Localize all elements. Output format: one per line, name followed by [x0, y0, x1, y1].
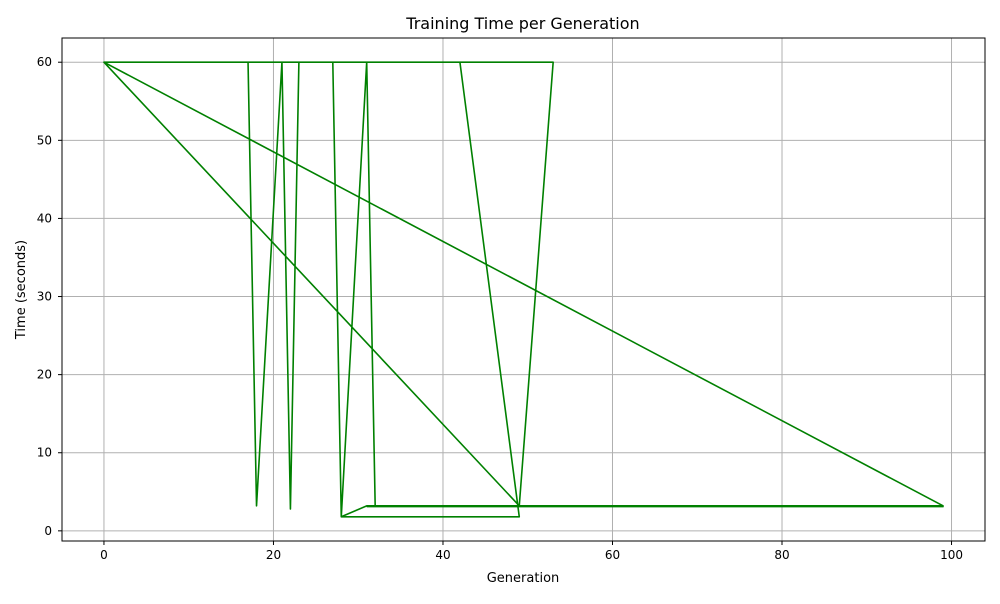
y-tick-label: 60 [37, 55, 52, 69]
y-tick-label: 10 [37, 446, 52, 460]
training-time-line [103, 61, 944, 518]
chart-title: Training Time per Generation [405, 14, 639, 33]
y-tick-label: 20 [37, 368, 52, 382]
x-tick-label: 60 [605, 548, 620, 562]
y-tick-label: 30 [37, 290, 52, 304]
y-axis-label: Time (seconds) [14, 240, 29, 340]
x-axis-label: Generation [487, 571, 560, 586]
y-tick-label: 0 [44, 524, 52, 538]
y-tick-label: 50 [37, 133, 52, 147]
x-tick-label: 0 [100, 548, 108, 562]
axis-ticks: 0 20 40 60 80 100 0 10 20 30 40 50 60 [37, 55, 963, 562]
plot-frame [61, 37, 986, 542]
x-tick-label: 100 [940, 548, 963, 562]
x-tick-label: 20 [266, 548, 281, 562]
x-tick-label: 80 [774, 548, 789, 562]
x-tick-label: 40 [435, 548, 450, 562]
series-layer [103, 61, 944, 518]
y-tick-label: 40 [37, 211, 52, 225]
